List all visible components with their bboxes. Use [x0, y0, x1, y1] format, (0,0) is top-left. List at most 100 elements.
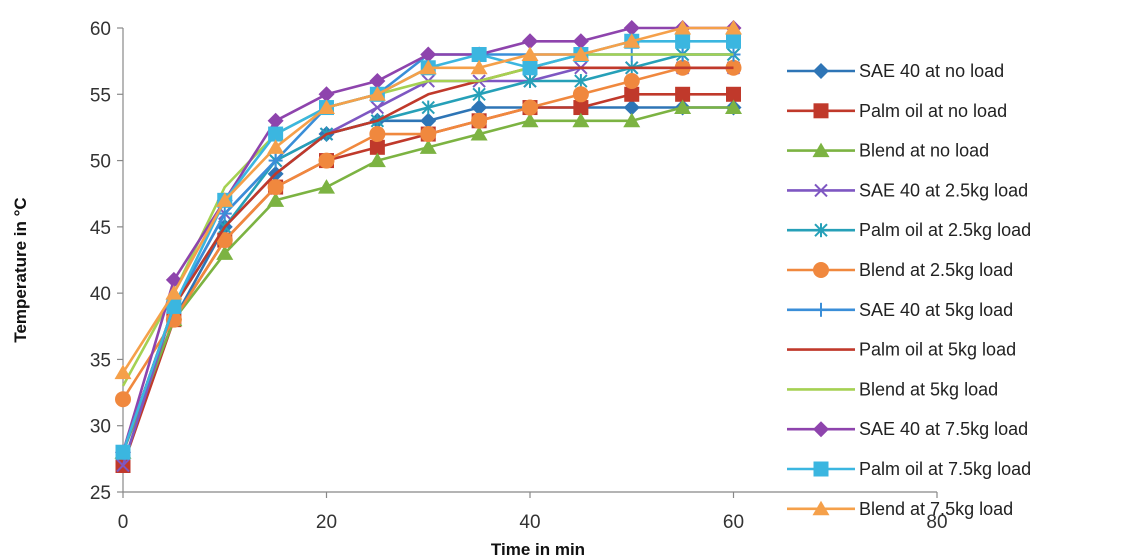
- legend-item-palm-oil-at-2-5kg-load: Palm oil at 2.5kg load: [787, 220, 1031, 240]
- legend-item-palm-oil-at-5kg-load: Palm oil at 5kg load: [787, 340, 1016, 360]
- series-line: [121, 106, 734, 453]
- series-line: [121, 106, 734, 453]
- y-tick-label: 35: [90, 350, 111, 371]
- legend-marker: [813, 103, 829, 119]
- series-line: [121, 66, 734, 453]
- data-point: [522, 99, 538, 116]
- data-point: [674, 99, 692, 115]
- data-point: [318, 99, 335, 115]
- y-tick-label: 55: [90, 85, 111, 106]
- data-point: [725, 20, 742, 35]
- legend-label: Blend at 7.5kg load: [859, 499, 1013, 519]
- data-point: [268, 126, 284, 142]
- data-point: [572, 86, 589, 103]
- legend-marker: [812, 142, 830, 158]
- legend-label: SAE 40 at 5kg load: [859, 300, 1013, 320]
- legend-marker: [814, 302, 828, 317]
- data-point: [419, 139, 437, 154]
- data-point: [267, 139, 285, 154]
- data-point: [217, 206, 232, 221]
- data-point: [318, 86, 335, 103]
- data-point: [572, 46, 590, 62]
- legend-item-sae-40-at-7-5kg-load: SAE 40 at 7.5kg load: [787, 419, 1028, 439]
- x-axis-label: Time in min: [491, 540, 585, 559]
- y-tick-label: 50: [90, 152, 111, 173]
- data-point: [574, 74, 588, 89]
- x-tick-label: 40: [519, 512, 540, 533]
- legend-item-blend-at-7-5kg-load: Blend at 7.5kg load: [787, 499, 1013, 519]
- data-point: [623, 20, 640, 36]
- data-point: [623, 73, 640, 90]
- data-point: [522, 60, 538, 76]
- legend-item-blend-at-2-5kg-load: Blend at 2.5kg load: [787, 260, 1013, 280]
- data-point: [419, 59, 437, 75]
- data-point: [369, 139, 385, 155]
- x-tick-label: 20: [316, 512, 337, 533]
- series-line: [121, 53, 734, 387]
- data-point: [521, 46, 539, 62]
- legend-marker: [814, 223, 828, 238]
- data-point: [725, 99, 742, 115]
- series-line: [121, 26, 734, 453]
- legend-marker: [813, 461, 829, 477]
- legend-label: SAE 40 at 7.5kg load: [859, 419, 1028, 439]
- legend-marker: [813, 63, 829, 79]
- legend-marker: [814, 183, 828, 198]
- data-point: [267, 192, 285, 207]
- plot-area: [114, 20, 742, 473]
- data-point: [471, 112, 488, 129]
- legend-label: Palm oil at 5kg load: [859, 340, 1016, 360]
- data-point: [115, 444, 131, 460]
- data-point: [114, 364, 132, 380]
- data-point: [471, 47, 487, 63]
- data-point: [369, 126, 386, 143]
- series-palm-oil-at-5kg-load: [121, 66, 734, 453]
- axes: 25 30 35 40 45 50 55 60 0 20 40 60 80: [90, 19, 948, 533]
- data-point: [572, 33, 589, 50]
- legend-label: Palm oil at 2.5kg load: [859, 220, 1031, 240]
- y-tick-label: 40: [90, 284, 111, 305]
- legend-label: Palm oil at 7.5kg load: [859, 459, 1031, 479]
- legend-item-blend-at-5kg-load: Blend at 5kg load: [787, 379, 998, 399]
- legend-item-palm-oil-at-7-5kg-load: Palm oil at 7.5kg load: [787, 459, 1031, 479]
- data-point: [470, 126, 488, 141]
- legend-marker: [813, 421, 829, 438]
- legend-item-blend-at-no-load: Blend at no load: [787, 141, 989, 161]
- data-point: [216, 192, 234, 207]
- legend: SAE 40 at no load Palm oil at no load Blen…: [787, 61, 1031, 519]
- y-tick-label: 25: [90, 483, 111, 504]
- data-point: [675, 33, 691, 49]
- data-point: [624, 86, 640, 102]
- data-point: [421, 100, 435, 115]
- data-point: [116, 458, 130, 473]
- legend-item-sae-40-at-5kg-load: SAE 40 at 5kg load: [787, 300, 1013, 320]
- data-point: [674, 20, 692, 35]
- legend-item-palm-oil-at-no-load: Palm oil at no load: [787, 101, 1007, 121]
- series-palm-oil-at-7-5kg-load: [115, 33, 741, 460]
- legend-label: SAE 40 at no load: [859, 61, 1004, 81]
- data-point: [268, 153, 283, 168]
- legend-label: Blend at 5kg load: [859, 379, 998, 399]
- data-point: [420, 46, 437, 63]
- data-point: [370, 100, 385, 115]
- data-point: [726, 33, 741, 49]
- data-point: [368, 86, 386, 101]
- legend-marker: [812, 500, 830, 516]
- data-point: [420, 112, 437, 129]
- data-point: [573, 100, 589, 116]
- y-tick-label: 30: [90, 417, 111, 438]
- legend-label: SAE 40 at 2.5kg load: [859, 180, 1028, 200]
- y-tick-label: 60: [90, 19, 111, 40]
- x-tick-label: 0: [118, 512, 129, 533]
- x-tick-label: 80: [926, 512, 947, 533]
- data-point: [368, 152, 386, 168]
- legend-label: Blend at no load: [859, 141, 989, 161]
- data-point: [115, 391, 131, 408]
- legend-item-sae-40-at-no-load: SAE 40 at no load: [787, 61, 1004, 81]
- data-point: [522, 33, 538, 50]
- data-point: [318, 179, 335, 194]
- series-blend-at-5kg-load: [121, 53, 734, 387]
- data-point: [420, 126, 437, 143]
- series-blend-at-7-5kg-load: [114, 20, 742, 380]
